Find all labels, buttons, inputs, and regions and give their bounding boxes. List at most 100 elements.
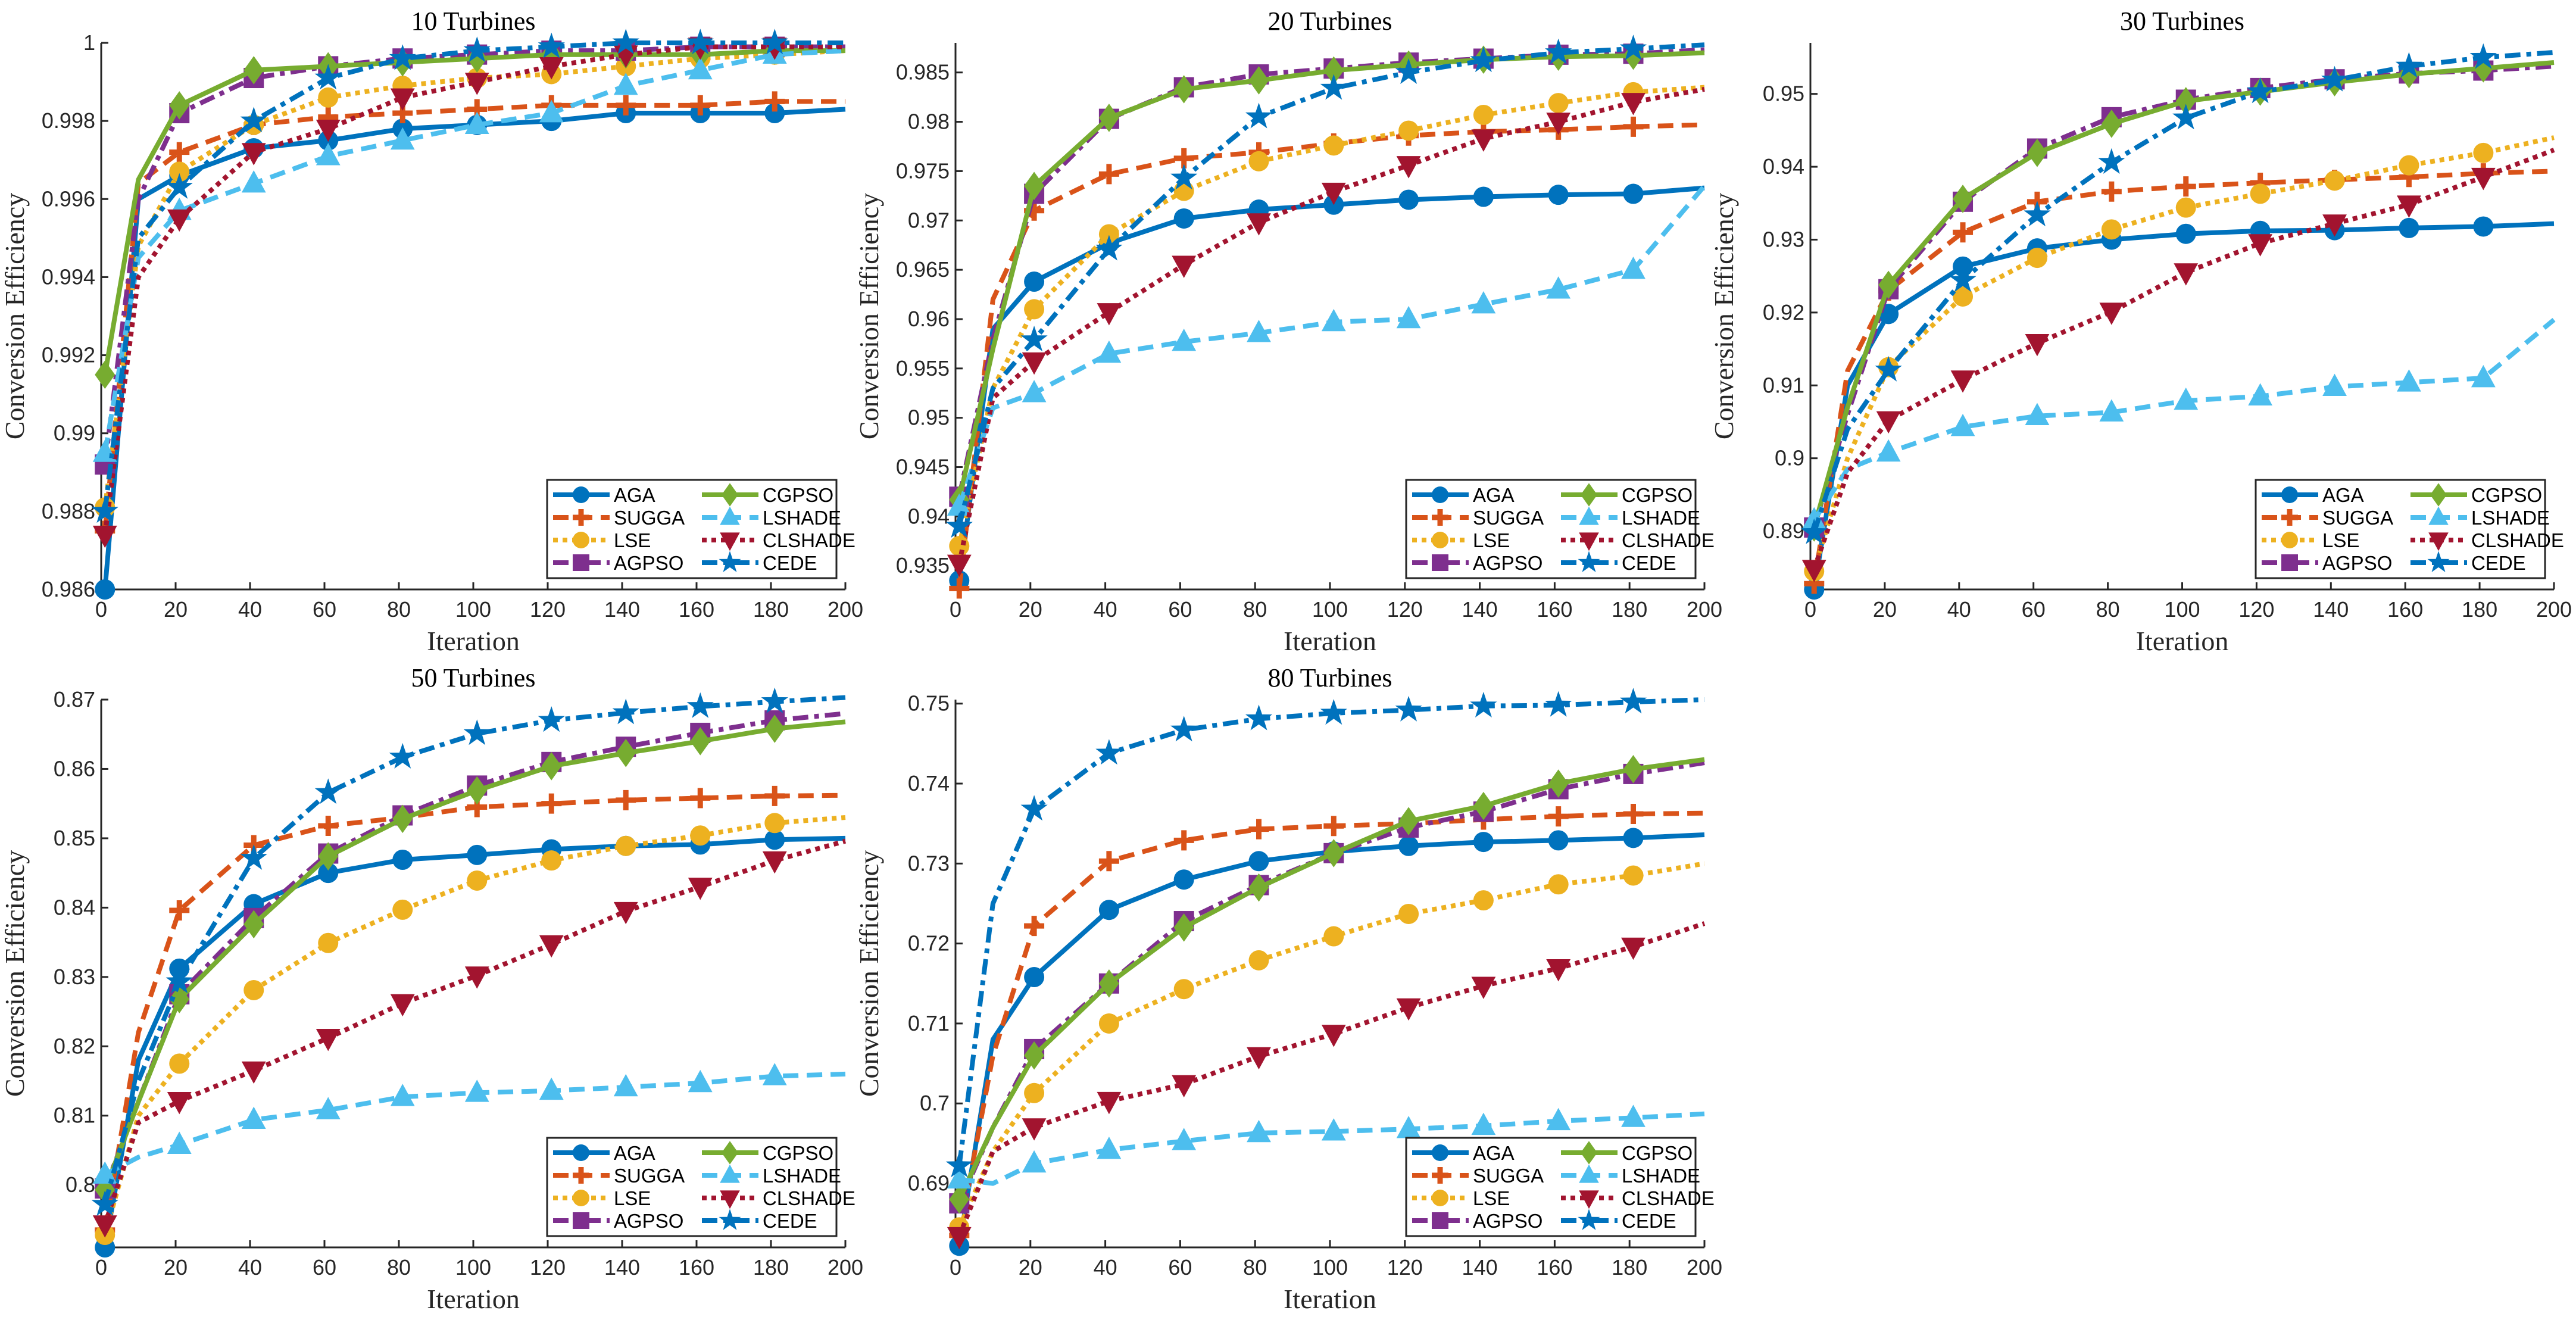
data-point-marker <box>1097 1091 1122 1115</box>
y-tick-label: 0.73 <box>908 851 950 875</box>
data-point-marker <box>2099 399 2124 422</box>
data-point-marker <box>241 1106 266 1129</box>
data-point-marker <box>1323 839 1344 868</box>
data-point-marker <box>764 785 785 806</box>
data-point-marker <box>762 851 787 874</box>
data-point-marker <box>91 497 118 523</box>
legend-label: CEDE <box>763 1210 817 1232</box>
x-axis-label: Iteration <box>427 626 520 656</box>
x-tick-label: 80 <box>387 1255 411 1280</box>
data-point-marker <box>1247 1119 1271 1143</box>
data-point-marker <box>2322 214 2347 237</box>
series-lshade <box>947 1104 1705 1189</box>
data-point-marker <box>686 29 714 55</box>
data-point-marker <box>1022 380 1047 402</box>
legend-label: LSE <box>1473 529 1510 551</box>
legend-item-sugga: SUGGA <box>553 507 685 529</box>
legend-marker <box>1579 506 1599 525</box>
legend-item-cede: CEDE <box>1561 551 1676 574</box>
data-point-marker <box>1396 998 1421 1021</box>
data-point-marker <box>1098 224 1119 245</box>
data-point-marker <box>1098 969 1119 998</box>
data-point-marker <box>1875 355 1902 382</box>
y-tick-label: 0.9 <box>1775 446 1804 470</box>
series-line <box>102 711 846 1190</box>
legend-marker <box>2281 532 2298 548</box>
data-point-marker <box>1396 1116 1421 1138</box>
data-point-marker <box>241 1061 266 1084</box>
data-point-marker <box>92 1215 117 1238</box>
data-point-marker <box>1248 66 1269 95</box>
data-point-marker <box>390 1084 415 1106</box>
x-tick-label: 120 <box>2238 597 2274 622</box>
data-point-marker <box>318 863 339 884</box>
data-point-marker <box>947 1227 972 1250</box>
data-point-marker <box>1170 716 1198 742</box>
legend-label: SUGGA <box>1473 507 1544 529</box>
legend-label: AGPSO <box>614 552 683 574</box>
x-tick-label: 180 <box>753 1255 789 1280</box>
series-lshade <box>92 1063 846 1184</box>
legend-item-clshade: CLSHADE <box>702 529 855 551</box>
data-point-marker <box>240 107 267 133</box>
data-point-marker <box>1548 185 1569 205</box>
data-point-marker <box>1022 1118 1047 1141</box>
legend-marker <box>2427 551 2450 572</box>
data-point-marker <box>390 127 415 150</box>
legend-label: CEDE <box>2471 552 2526 574</box>
x-tick-label: 100 <box>455 597 491 622</box>
data-point-marker <box>761 687 788 713</box>
x-tick-label: 100 <box>2164 597 2200 622</box>
data-point-marker <box>167 209 192 232</box>
legend-marker <box>720 506 740 525</box>
legend-marker <box>573 1212 589 1229</box>
data-point-marker <box>1471 1112 1496 1135</box>
series-sugga <box>95 91 845 541</box>
legend-item-sugga: SUGGA <box>2262 507 2393 529</box>
series-cede <box>945 35 1705 538</box>
y-tick-label: 0.75 <box>908 691 950 716</box>
legend-label: LSHADE <box>1622 1165 1700 1187</box>
series-line <box>1812 64 2555 529</box>
series-line <box>102 835 846 1248</box>
data-point-marker <box>1953 222 1974 243</box>
y-tick-label: 0.95 <box>908 405 950 430</box>
data-point-marker <box>166 173 193 199</box>
data-point-marker <box>2024 201 2051 227</box>
data-point-marker <box>392 899 413 920</box>
chart-panel-3: 30 Turbines 0 20 40 60 80 100 120 140 160 180 200 0.… <box>1709 7 2572 656</box>
data-point-marker <box>1398 120 1419 141</box>
legend-item-sugga: SUGGA <box>553 1165 685 1187</box>
data-point-marker <box>2321 65 2349 92</box>
data-point-marker <box>541 751 562 781</box>
data-point-marker <box>2175 87 2196 116</box>
y-tick-label: 0.86 <box>54 756 95 781</box>
x-tick-label: 60 <box>313 597 336 622</box>
legend-label: CGPSO <box>1622 484 1693 506</box>
legend-item-cede: CEDE <box>1561 1209 1676 1232</box>
y-tick-label: 0.8 <box>65 1172 95 1197</box>
data-point-marker <box>316 1097 341 1119</box>
x-tick-label: 80 <box>1243 1255 1267 1280</box>
data-point-marker <box>1801 560 1826 582</box>
data-point-marker <box>764 103 785 124</box>
data-point-marker <box>2174 263 2199 286</box>
series-line <box>957 185 1705 581</box>
y-tick-label: 0.84 <box>54 895 95 919</box>
series-aga <box>95 829 846 1258</box>
y-tick-label: 1 <box>83 30 95 55</box>
data-point-marker <box>538 32 565 58</box>
x-tick-label: 140 <box>2313 597 2349 622</box>
legend-item-cgpso: CGPSO <box>702 1141 833 1165</box>
x-tick-label: 20 <box>164 597 188 622</box>
legend-label: CGPSO <box>763 1142 833 1164</box>
series-cede <box>1800 43 2555 544</box>
legend-label: LSE <box>614 1187 651 1209</box>
legend-label: SUGGA <box>1473 1165 1544 1187</box>
data-point-marker <box>1095 739 1123 765</box>
y-tick-label: 0.7 <box>920 1091 950 1115</box>
legend-label: CLSHADE <box>763 529 855 551</box>
series-line <box>1812 221 2555 590</box>
